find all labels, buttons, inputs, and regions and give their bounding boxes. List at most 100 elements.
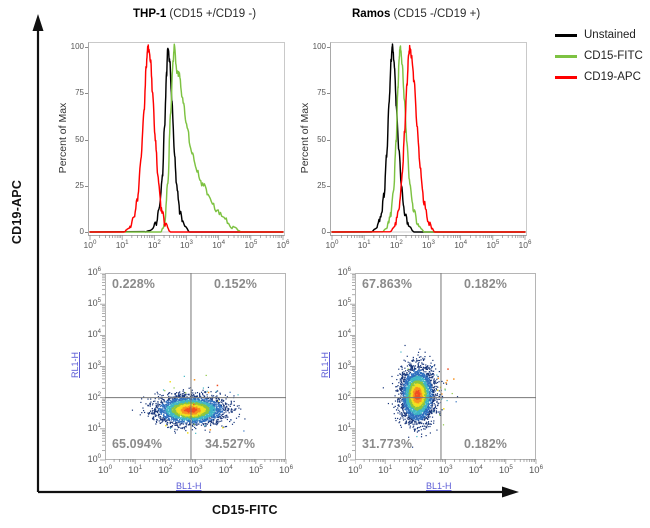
histogram-thp1-xtick: 105	[244, 239, 258, 250]
dotplot-ramos-ytick: 106	[337, 267, 351, 277]
dotplot-thp1-xtick: 101	[128, 464, 143, 477]
legend-swatch-cd15-fitc	[555, 54, 577, 58]
legend-item-cd15-fitc: CD15-FITC	[555, 47, 643, 65]
outer-x-axis-label: CD15-FITC	[212, 503, 278, 517]
dotplot-ramos-xtick: 105	[498, 464, 513, 477]
dotplot-thp1-ytick: 103	[87, 360, 101, 371]
histogram-thp1-ytick: 50	[75, 134, 84, 144]
event-cloud	[131, 374, 246, 434]
histogram-thp1-ytick: 25	[75, 180, 84, 190]
histogram-ramos-ytick: 50	[317, 134, 326, 144]
histogram-thp1-ytick: 75	[75, 88, 84, 98]
dotplot-ramos-ytick: 101	[337, 422, 351, 433]
dotplot-ramos-quadrant-lower-left: 31.773%	[362, 437, 413, 451]
histogram-ramos-ytick-mark	[327, 232, 330, 233]
dotplot-ramos	[355, 273, 536, 460]
legend-label-unstained: Unstained	[584, 29, 636, 41]
panel-title-thp1: THP-1 (CD15 +/CD19 -)	[133, 8, 256, 20]
dotplot-thp1-quadrant-lower-right: 34.527%	[205, 437, 256, 451]
legend-swatch-cd19-apc	[555, 75, 577, 79]
histogram-thp1-ytick-mark	[85, 185, 88, 187]
histogram-ramos-ytick: 75	[317, 88, 326, 98]
histogram-ramos-xtick: 100	[325, 239, 339, 250]
histogram-thp1-ytick-mark	[85, 232, 88, 233]
dotplot-thp1-canvas	[105, 273, 286, 460]
histogram-thp1-ytick-mark	[85, 47, 88, 48]
dotplot-thp1-ytick: 104	[87, 329, 101, 340]
histogram-thp1-ytick: 100	[70, 42, 84, 51]
legend: Unstained CD15-FITC CD19-APC	[555, 26, 643, 89]
histogram-ramos-ytick-mark	[327, 93, 330, 95]
histogram-ramos-ytick-mark	[327, 47, 330, 48]
dotplot-ramos-xtick: 102	[408, 464, 423, 477]
histogram-thp1-xtick: 101	[115, 239, 129, 250]
dotplot-thp1-ytick: 105	[87, 298, 101, 309]
dotplot-ramos-quadrant-lower-right: 0.182%	[464, 437, 507, 451]
dotplot-thp1	[105, 273, 286, 460]
histogram-ramos-minor-ticks	[331, 235, 526, 240]
histogram-curve-cd19-apc	[89, 44, 284, 233]
dotplot-ramos-ytick: 100	[337, 454, 351, 464]
histogram-thp1	[88, 42, 285, 236]
histogram-thp1-xtick: 104	[212, 239, 226, 250]
dotplot-thp1-ytick-marks	[100, 273, 105, 461]
histogram-ramos-xtick: 106	[518, 239, 532, 250]
dotplot-thp1-xlabel[interactable]: BL1-H	[176, 481, 202, 491]
histogram-thp1-curves	[89, 43, 284, 233]
histogram-thp1-ytick-mark	[85, 139, 88, 141]
histogram-ramos-ytick-mark	[327, 185, 330, 187]
panel-title-ramos-rest: (CD15 -/CD19 +)	[390, 8, 481, 20]
dotplot-thp1-ytick: 101	[87, 422, 101, 433]
dotplot-thp1-xtick: 103	[188, 464, 203, 477]
panel-title-ramos: Ramos (CD15 -/CD19 +)	[352, 8, 480, 20]
histogram-ramos-xtick: 104	[454, 239, 468, 250]
dotplot-thp1-xtick: 104	[218, 464, 233, 477]
histogram-curve-cd15-fitc	[89, 43, 284, 233]
dotplot-ramos-xtick-marks	[355, 459, 537, 464]
dotplot-thp1-quadrant-upper-right: 0.152%	[214, 277, 257, 291]
dotplot-ramos-xlabel[interactable]: BL1-H	[426, 481, 452, 491]
histogram-ramos-curves	[331, 43, 526, 233]
histogram-curve-unstained	[331, 43, 526, 233]
legend-item-unstained: Unstained	[555, 26, 643, 44]
histogram-thp1-xtick: 100	[83, 239, 97, 250]
dotplot-ramos-quadrant-upper-right: 0.182%	[464, 277, 507, 291]
histogram-thp1-minor-ticks	[89, 235, 284, 240]
legend-label-cd15-fitc: CD15-FITC	[584, 50, 643, 62]
dotplot-ramos-ytick: 104	[337, 329, 351, 340]
dotplot-ramos-canvas	[355, 273, 536, 460]
histogram-ramos	[330, 42, 527, 236]
histogram-curve-cd19-apc	[331, 44, 526, 233]
dotplot-thp1-quadrant-upper-left: 0.228%	[112, 277, 155, 291]
legend-label-cd19-apc: CD19-APC	[584, 71, 641, 83]
dotplot-ramos-ytick: 102	[337, 391, 351, 402]
histogram-thp1-ytick-mark	[85, 93, 88, 95]
dotplot-thp1-xtick: 105	[248, 464, 263, 477]
histogram-thp1-xtick: 106	[276, 239, 290, 250]
dotplot-thp1-ytick: 106	[87, 267, 101, 277]
dotplot-ramos-xtick: 103	[438, 464, 453, 477]
dotplot-thp1-ytick: 100	[87, 454, 101, 464]
dotplot-thp1-xtick: 100	[97, 464, 113, 477]
event-cloud	[382, 344, 459, 448]
dotplot-thp1-ytick: 102	[87, 391, 101, 402]
histogram-thp1-xtick: 103	[180, 239, 193, 250]
dotplot-ramos-xtick: 100	[347, 464, 363, 477]
panel-title-thp1-rest: (CD15 +/CD19 -)	[166, 8, 257, 20]
histogram-ramos-ytick-mark	[327, 139, 330, 141]
dotplot-thp1-xtick-marks	[105, 459, 287, 464]
dotplot-ramos-xtick: 106	[528, 464, 544, 477]
histogram-ramos-xtick: 103	[422, 239, 435, 250]
dotplot-ramos-ytick-marks	[350, 273, 355, 461]
histogram-ramos-xtick: 105	[486, 239, 500, 250]
dotplot-ramos-xtick: 104	[468, 464, 483, 477]
dotplot-ramos-quadrant-upper-left: 67.863%	[362, 277, 413, 291]
panel-title-thp1-bold: THP-1	[133, 8, 167, 20]
histogram-ramos-ytick: 25	[317, 180, 326, 190]
histogram-ramos-xtick: 102	[389, 239, 403, 250]
dotplot-thp1-quadrant-lower-left: 65.094%	[112, 437, 163, 451]
dotplot-thp1-xtick: 102	[158, 464, 173, 477]
dotplot-ramos-ytick: 103	[337, 360, 351, 371]
dotplot-ramos-xtick: 101	[378, 464, 393, 477]
dotplot-ramos-ytick: 105	[337, 298, 351, 309]
